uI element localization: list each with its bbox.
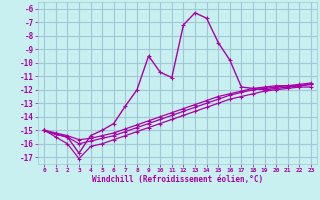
X-axis label: Windchill (Refroidissement éolien,°C): Windchill (Refroidissement éolien,°C) (92, 175, 263, 184)
